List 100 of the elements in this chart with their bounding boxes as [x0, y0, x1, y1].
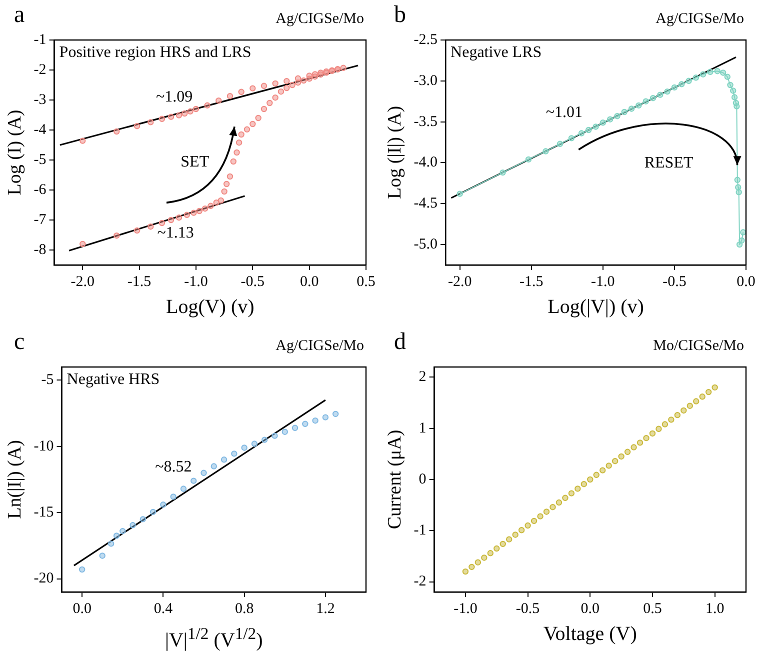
point: [738, 237, 745, 244]
point: [474, 559, 482, 566]
point: [699, 394, 706, 400]
point: [120, 528, 126, 534]
y-tick-label: 1: [418, 420, 426, 436]
y-tick-label: -1: [414, 522, 426, 539]
point: [600, 120, 606, 126]
point: [734, 176, 741, 184]
point: [292, 424, 298, 431]
point: [731, 94, 738, 100]
point: [686, 402, 693, 409]
y-tick-label: -10: [34, 438, 54, 454]
x-axis-title: |V|$^{1/2}$ (V$^{1/2}$): [164, 623, 264, 654]
point: [332, 410, 339, 418]
point: [500, 540, 506, 548]
x-tick-label: -0.5: [516, 600, 540, 617]
x-tick-label: 0.8: [234, 600, 254, 617]
x-axis-title: Log(|V|) (v): [546, 295, 645, 320]
point: [678, 81, 685, 88]
point: [140, 516, 146, 522]
x-axis-title: Voltage (V): [542, 622, 638, 647]
point: [568, 135, 575, 142]
point: [99, 552, 106, 559]
point: [312, 418, 318, 424]
y-tick-label: -2: [34, 62, 46, 78]
y-tick-label: -2: [414, 574, 426, 590]
annotation: Negative HRS: [66, 371, 160, 388]
point: [621, 108, 628, 116]
y-tick-label: -4.0: [414, 154, 438, 171]
point: [210, 463, 217, 470]
point: [220, 456, 228, 463]
y-tick-label: -1: [34, 32, 46, 48]
x-tick-label: -2.0: [70, 274, 95, 290]
point: [150, 508, 156, 516]
point: [578, 130, 585, 136]
point: [664, 88, 670, 95]
point: [512, 532, 518, 538]
point: [624, 448, 631, 455]
x-tick-label: -1.0: [591, 274, 615, 290]
point: [462, 568, 469, 575]
chart-title: b: [394, 2, 406, 28]
point: [160, 502, 166, 508]
point: [251, 440, 258, 447]
annotation: SET: [180, 154, 210, 171]
annotation: Positive region HRS and LRS: [59, 44, 252, 62]
point: [282, 428, 288, 435]
point: [456, 190, 463, 197]
point: [580, 481, 588, 488]
point: [734, 103, 740, 110]
point: [736, 189, 742, 196]
y-axis-title: Current (μA): [384, 430, 406, 530]
x-tick-label: 0.5: [356, 274, 376, 290]
point: [241, 444, 248, 451]
point: [614, 112, 620, 120]
point: [686, 78, 692, 84]
x-tick-label: 1.0: [705, 600, 724, 617]
point: [180, 486, 187, 492]
point: [693, 398, 700, 404]
point: [537, 513, 544, 520]
y-tick-label: 0: [418, 471, 426, 488]
point: [705, 388, 712, 396]
point: [524, 522, 531, 529]
annotation: ~1.09: [156, 88, 193, 106]
point: [190, 478, 197, 484]
point: [649, 430, 656, 437]
point: [525, 156, 532, 163]
point: [108, 540, 114, 547]
point: [643, 434, 650, 442]
point: [481, 554, 488, 561]
y-tick-label: -6: [34, 182, 47, 198]
point: [170, 494, 176, 500]
x-tick-label: 0.5: [643, 600, 662, 617]
x-tick-label: 0.0: [300, 274, 319, 290]
x-tick-label: 0.0: [736, 274, 756, 290]
chart-subtitle: Mo/CIGSe/Mo: [653, 338, 744, 355]
point: [636, 102, 642, 109]
x-tick-label: -0.5: [662, 274, 686, 290]
chart-title: c: [14, 329, 25, 355]
y-tick-label: -5: [34, 152, 46, 168]
x-tick-label: -1.5: [520, 274, 544, 290]
point: [600, 467, 606, 474]
y-tick-label: -7: [34, 212, 47, 228]
point: [556, 499, 562, 506]
point: [636, 440, 644, 446]
point: [494, 545, 500, 552]
x-tick-label: -1.0: [454, 600, 478, 617]
y-tick-label: -3.5: [414, 114, 438, 130]
point: [78, 566, 86, 573]
x-tick-label: 0.0: [72, 600, 92, 617]
y-axis-title: Log (|I|) (A): [384, 106, 406, 200]
point: [518, 527, 525, 534]
point: [530, 518, 538, 524]
y-tick-label: -3.0: [414, 72, 438, 89]
y-tick-label: -2.5: [414, 32, 438, 48]
annotation: Negative LRS: [450, 44, 542, 62]
point: [714, 68, 720, 74]
point: [628, 106, 635, 112]
y-tick-label: -15: [34, 504, 54, 521]
chart-subtitle: Ag/CIGSe/Mo: [276, 338, 364, 355]
chart-title: a: [14, 2, 25, 28]
